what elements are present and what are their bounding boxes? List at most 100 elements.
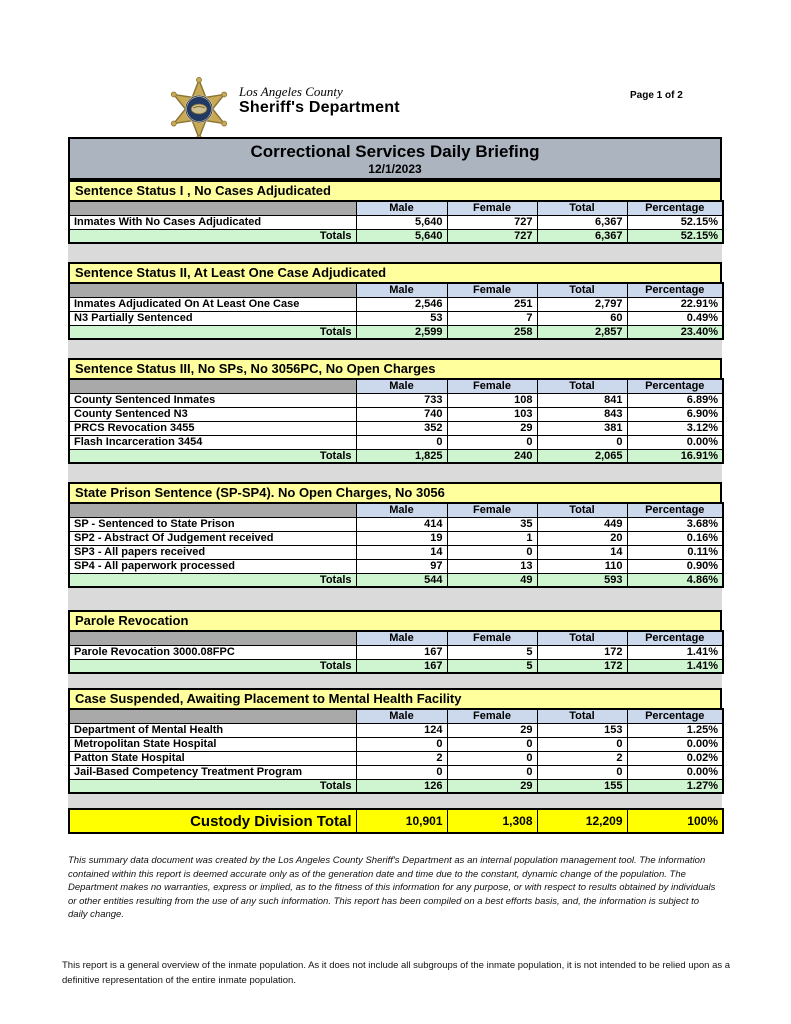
totals-row: Totals 5,640 727 6,367 52.15% <box>68 228 724 244</box>
male-total: 5,640 <box>355 228 448 244</box>
section-title: Case Suspended, Awaiting Placement to Me… <box>68 688 722 708</box>
section-title: Sentence Status III, No SPs, No 3056PC, … <box>68 358 722 378</box>
female-value: 0 <box>446 764 538 780</box>
female-value: 0 <box>446 750 538 766</box>
column-header-row: Male Female Total Percentage <box>68 282 724 298</box>
percentage-value: 0.90% <box>626 558 724 574</box>
female-value: 0 <box>446 544 538 560</box>
column-header-female: Female <box>446 708 538 724</box>
column-header-male: Male <box>355 378 448 394</box>
total-value: 20 <box>536 530 628 546</box>
total-value: 2,797 <box>536 296 628 312</box>
male-value: 2,546 <box>355 296 448 312</box>
agency-county: Los Angeles County <box>239 84 343 99</box>
section-sentence-status-2: Sentence Status II, At Least One Case Ad… <box>68 262 724 340</box>
agency-department: Sheriff's Department <box>239 99 400 116</box>
grand-total-female: 1,308 <box>446 808 538 834</box>
row-label: Parole Revocation 3000.08FPC <box>68 644 357 660</box>
column-header-percentage: Percentage <box>626 630 724 646</box>
table-row: Jail-Based Competency Treatment Program … <box>68 764 724 780</box>
total-value: 0 <box>536 736 628 752</box>
section-table: Male Female Total Percentage Inmates Adj… <box>68 282 724 340</box>
column-header-female: Female <box>446 282 538 298</box>
column-header-percentage: Percentage <box>626 708 724 724</box>
male-value: 167 <box>355 644 448 660</box>
column-header-female: Female <box>446 502 538 518</box>
total-value: 172 <box>536 644 628 660</box>
corner-cell <box>68 200 357 216</box>
column-header-female: Female <box>446 200 538 216</box>
table-row: SP3 - All papers received 14 0 14 0.11% <box>68 544 724 560</box>
column-header-row: Male Female Total Percentage <box>68 502 724 518</box>
column-header-percentage: Percentage <box>626 502 724 518</box>
table-row: Metropolitan State Hospital 0 0 0 0.00% <box>68 736 724 752</box>
column-header-row: Male Female Total Percentage <box>68 708 724 724</box>
column-header-total: Total <box>536 708 628 724</box>
row-label: Inmates With No Cases Adjudicated <box>68 214 357 230</box>
row-label: Jail-Based Competency Treatment Program <box>68 764 357 780</box>
custody-division-total-row: Custody Division Total 10,901 1,308 12,2… <box>68 808 724 834</box>
row-label: Flash Incarceration 3454 <box>68 434 357 450</box>
column-header-row: Male Female Total Percentage <box>68 378 724 394</box>
total-value: 14 <box>536 544 628 560</box>
male-value: 0 <box>355 764 448 780</box>
total-total: 593 <box>536 572 628 588</box>
total-value: 2 <box>536 750 628 766</box>
section-table: Male Female Total Percentage Department … <box>68 708 724 794</box>
total-value: 0 <box>536 764 628 780</box>
corner-cell <box>68 708 357 724</box>
female-value: 108 <box>446 392 538 408</box>
male-total: 167 <box>355 658 448 674</box>
female-value: 103 <box>446 406 538 422</box>
totals-label: Totals <box>68 228 357 244</box>
male-value: 733 <box>355 392 448 408</box>
table-row: SP - Sentenced to State Prison 414 35 44… <box>68 516 724 532</box>
section-title: Sentence Status I , No Cases Adjudicated <box>68 180 722 200</box>
totals-row: Totals 2,599 258 2,857 23.40% <box>68 324 724 340</box>
report-title-bar: Correctional Services Daily Briefing 12/… <box>68 137 722 180</box>
percentage-value: 3.68% <box>626 516 724 532</box>
section-gap <box>68 588 722 610</box>
total-value: 381 <box>536 420 628 436</box>
female-value: 5 <box>446 644 538 660</box>
section-table: Male Female Total Percentage Inmates Wit… <box>68 200 724 244</box>
section-gap <box>68 244 722 262</box>
female-total: 5 <box>446 658 538 674</box>
total-value: 843 <box>536 406 628 422</box>
female-total: 727 <box>446 228 538 244</box>
row-label: Patton State Hospital <box>68 750 357 766</box>
female-value: 1 <box>446 530 538 546</box>
totals-row: Totals 167 5 172 1.41% <box>68 658 724 674</box>
row-label: Inmates Adjudicated On At Least One Case <box>68 296 357 312</box>
table-row: County Sentenced Inmates 733 108 841 6.8… <box>68 392 724 408</box>
percentage-value: 0.00% <box>626 434 724 450</box>
report-date: 12/1/2023 <box>368 162 422 176</box>
table-row: Inmates With No Cases Adjudicated 5,640 … <box>68 214 724 230</box>
column-header-total: Total <box>536 378 628 394</box>
column-header-male: Male <box>355 282 448 298</box>
female-value: 29 <box>446 420 538 436</box>
total-value: 110 <box>536 558 628 574</box>
column-header-total: Total <box>536 282 628 298</box>
male-value: 5,640 <box>355 214 448 230</box>
sheriff-star-icon <box>170 77 228 141</box>
male-value: 14 <box>355 544 448 560</box>
column-header-female: Female <box>446 378 538 394</box>
percentage-total: 16.91% <box>626 448 724 464</box>
percentage-value: 52.15% <box>626 214 724 230</box>
percentage-value: 0.11% <box>626 544 724 560</box>
male-total: 1,825 <box>355 448 448 464</box>
percentage-value: 0.16% <box>626 530 724 546</box>
percentage-total: 52.15% <box>626 228 724 244</box>
totals-row: Totals 126 29 155 1.27% <box>68 778 724 794</box>
column-header-row: Male Female Total Percentage <box>68 200 724 216</box>
column-header-percentage: Percentage <box>626 378 724 394</box>
totals-label: Totals <box>68 572 357 588</box>
female-value: 13 <box>446 558 538 574</box>
total-total: 155 <box>536 778 628 794</box>
page-indicator: Page 1 of 2 <box>630 90 683 101</box>
agency-name: Los Angeles County Sheriff's Department <box>239 85 400 142</box>
total-value: 6,367 <box>536 214 628 230</box>
male-value: 0 <box>355 736 448 752</box>
